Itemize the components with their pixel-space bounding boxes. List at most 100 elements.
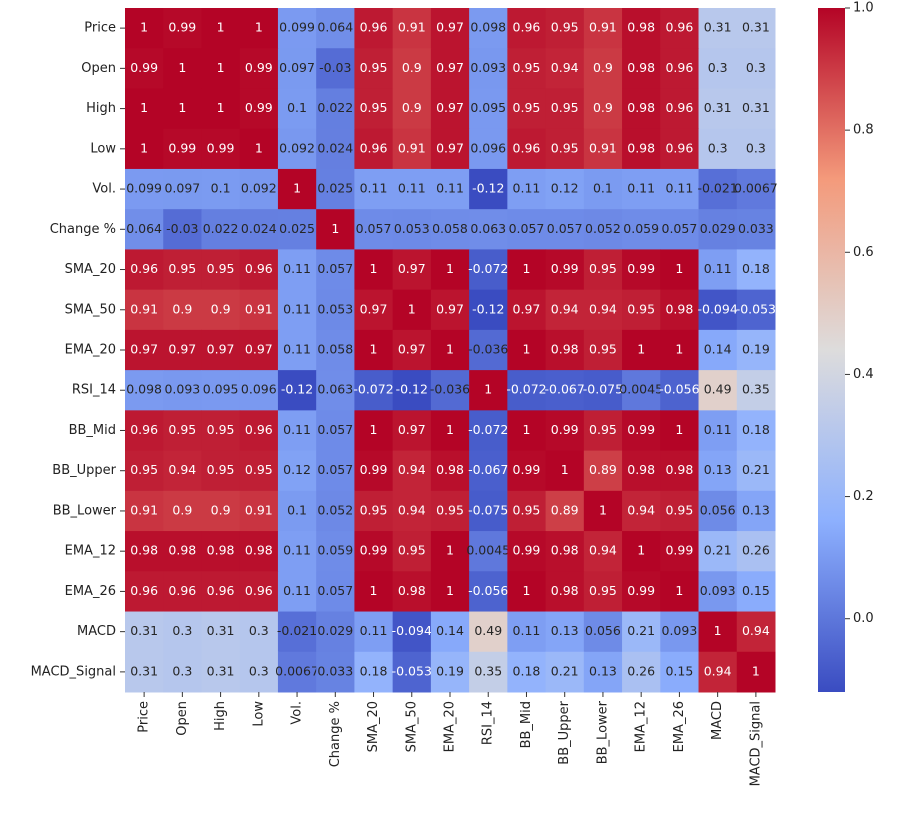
x-tick-label: High — [213, 701, 228, 731]
x-tick-label: Low — [251, 701, 266, 727]
heatmap-cell — [698, 168, 738, 210]
cell-label: 0.94 — [398, 462, 426, 477]
cell-label: 0.058 — [317, 342, 353, 357]
cell-label: 0.9 — [402, 100, 422, 115]
heatmap-cell — [622, 209, 661, 250]
heatmap-cell — [277, 410, 317, 452]
cell-label: 0.053 — [394, 221, 430, 236]
x-tick-label: Open — [175, 701, 190, 736]
cell-label: 0.98 — [627, 100, 655, 115]
cell-label: 0.3 — [746, 60, 766, 75]
heatmap-cell — [201, 410, 241, 452]
x-tick-label: BB_Lower — [595, 700, 610, 764]
cell-label: 0.97 — [360, 301, 388, 316]
x-tick-label: EMA_20 — [443, 701, 458, 752]
cell-label: 1 — [522, 583, 530, 598]
heatmap-cell — [125, 531, 164, 572]
heatmap-cell — [507, 88, 547, 130]
cell-label: 0.099 — [126, 181, 162, 196]
cell-label: 0.9 — [172, 502, 192, 517]
cell-label: 0.95 — [551, 140, 579, 155]
heatmap-cell — [201, 329, 241, 371]
cell-label: 0.91 — [398, 20, 426, 35]
heatmap-cell — [622, 128, 661, 170]
heatmap-cell — [125, 651, 164, 693]
heatmap-cell — [698, 611, 738, 653]
heatmap-cell — [163, 651, 202, 693]
heatmap-cell — [354, 611, 394, 653]
cell-label: 0.49 — [474, 623, 502, 638]
heatmap-cell — [277, 289, 317, 331]
cell-label: 1 — [370, 342, 378, 357]
heatmap-cell — [316, 450, 355, 492]
cell-label: 0.95 — [207, 261, 235, 276]
heatmap-cell — [392, 209, 432, 250]
heatmap-cell — [430, 450, 470, 492]
cell-label: 0.91 — [245, 502, 273, 517]
heatmap-cell — [507, 450, 547, 492]
cell-label: -0.12 — [281, 382, 313, 397]
cell-label: 0.1 — [287, 100, 307, 115]
cell-label: 0.97 — [207, 342, 235, 357]
y-tick-label: BB_Lower — [53, 503, 117, 518]
cell-label: 0.057 — [547, 221, 583, 236]
cell-label: 1 — [484, 382, 492, 397]
cell-label: 0.3 — [172, 663, 192, 678]
cell-label: 0.9 — [593, 60, 613, 75]
heatmap-cell — [660, 128, 700, 170]
heatmap-cell — [239, 48, 279, 89]
heatmap-cell — [698, 48, 738, 89]
cell-label: 0.064 — [126, 221, 162, 236]
heatmap-cell — [277, 571, 317, 613]
cell-label: 0.18 — [742, 422, 770, 437]
heatmap-cell — [277, 88, 317, 130]
cell-label: 0.97 — [436, 20, 464, 35]
heatmap-cell — [163, 370, 202, 411]
heatmap-cell — [354, 128, 394, 170]
heatmap-cell — [660, 611, 700, 653]
heatmap-cell — [469, 88, 508, 130]
heatmap-cell — [354, 168, 394, 210]
heatmap-cell — [660, 571, 700, 613]
cell-label: 0.95 — [513, 502, 541, 517]
heatmap-cell — [469, 651, 508, 693]
cell-label: 0.98 — [665, 462, 693, 477]
heatmap-cell — [354, 571, 394, 613]
cell-label: 0.89 — [551, 502, 579, 517]
cell-label: 0.9 — [402, 60, 422, 75]
heatmap-cell — [622, 531, 661, 572]
cell-label: 0.024 — [317, 140, 353, 155]
cell-label: 1 — [140, 20, 148, 35]
cell-label: 0.092 — [241, 181, 277, 196]
heatmap-cell — [239, 289, 279, 331]
heatmap-cell — [316, 249, 355, 291]
y-tick-label: SMA_50 — [65, 302, 116, 317]
cell-label: 0.99 — [245, 60, 273, 75]
heatmap-cell — [239, 329, 279, 371]
cell-label: 0.96 — [245, 422, 273, 437]
heatmap-cell — [392, 168, 432, 210]
cell-label: 0.11 — [283, 543, 311, 558]
cell-label: 0.98 — [551, 543, 579, 558]
cell-label: -0.12 — [472, 181, 504, 196]
heatmap-cell — [583, 48, 623, 89]
heatmap-cell — [736, 611, 776, 653]
heatmap-cell — [430, 168, 470, 210]
cell-label: 0.11 — [283, 261, 311, 276]
heatmap-cell — [622, 289, 661, 331]
heatmap-cell — [392, 8, 432, 49]
x-tick-label: SMA_20 — [366, 701, 381, 752]
cell-label: 1 — [637, 342, 645, 357]
cell-label: 0.9 — [593, 100, 613, 115]
y-tick-label: BB_Mid — [69, 423, 116, 438]
heatmap-cell — [736, 571, 776, 613]
cell-label: 0.1 — [593, 181, 613, 196]
heatmap-cell — [354, 410, 394, 452]
heatmap-cell — [163, 450, 202, 492]
cell-label: 0.12 — [551, 181, 579, 196]
cell-label: -0.072 — [468, 422, 508, 437]
cell-label: 0.033 — [317, 663, 353, 678]
cell-label: 0.94 — [589, 543, 617, 558]
cell-label: 0.057 — [317, 583, 353, 598]
